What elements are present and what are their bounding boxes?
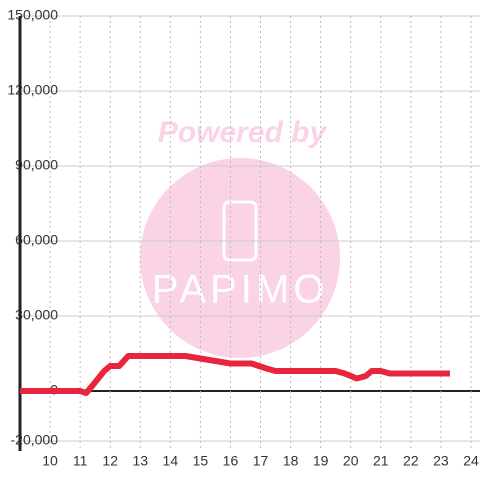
y-tick-label: 60,000 <box>15 232 58 248</box>
x-tick-label: 22 <box>403 453 419 469</box>
x-tick-label: 19 <box>313 453 329 469</box>
x-tick-label: 20 <box>343 453 359 469</box>
x-tick-label: 13 <box>132 453 148 469</box>
x-tick-label: 24 <box>463 453 479 469</box>
x-tick-label: 17 <box>253 453 269 469</box>
watermark-text: Powered by <box>158 116 328 149</box>
y-tick-label: 120,000 <box>7 82 58 98</box>
x-tick-label: 12 <box>102 453 118 469</box>
x-tick-label: 10 <box>42 453 58 469</box>
x-tick-label: 14 <box>163 453 179 469</box>
x-tick-label: 21 <box>373 453 389 469</box>
x-tick-label: 15 <box>193 453 209 469</box>
x-tick-label: 16 <box>223 453 239 469</box>
x-tick-label: 23 <box>433 453 449 469</box>
y-tick-label: -20,000 <box>11 432 59 448</box>
x-tick-label: 11 <box>73 453 88 469</box>
x-tick-label: 18 <box>283 453 299 469</box>
watermark-circle <box>140 158 340 358</box>
watermark-phone <box>222 200 258 262</box>
watermark-logo: PAPIMO <box>152 268 329 312</box>
data-line <box>20 353 450 396</box>
y-tick-label: 150,000 <box>7 7 58 23</box>
y-tick-label: 90,000 <box>15 157 58 173</box>
y-tick-label: 30,000 <box>15 307 58 323</box>
